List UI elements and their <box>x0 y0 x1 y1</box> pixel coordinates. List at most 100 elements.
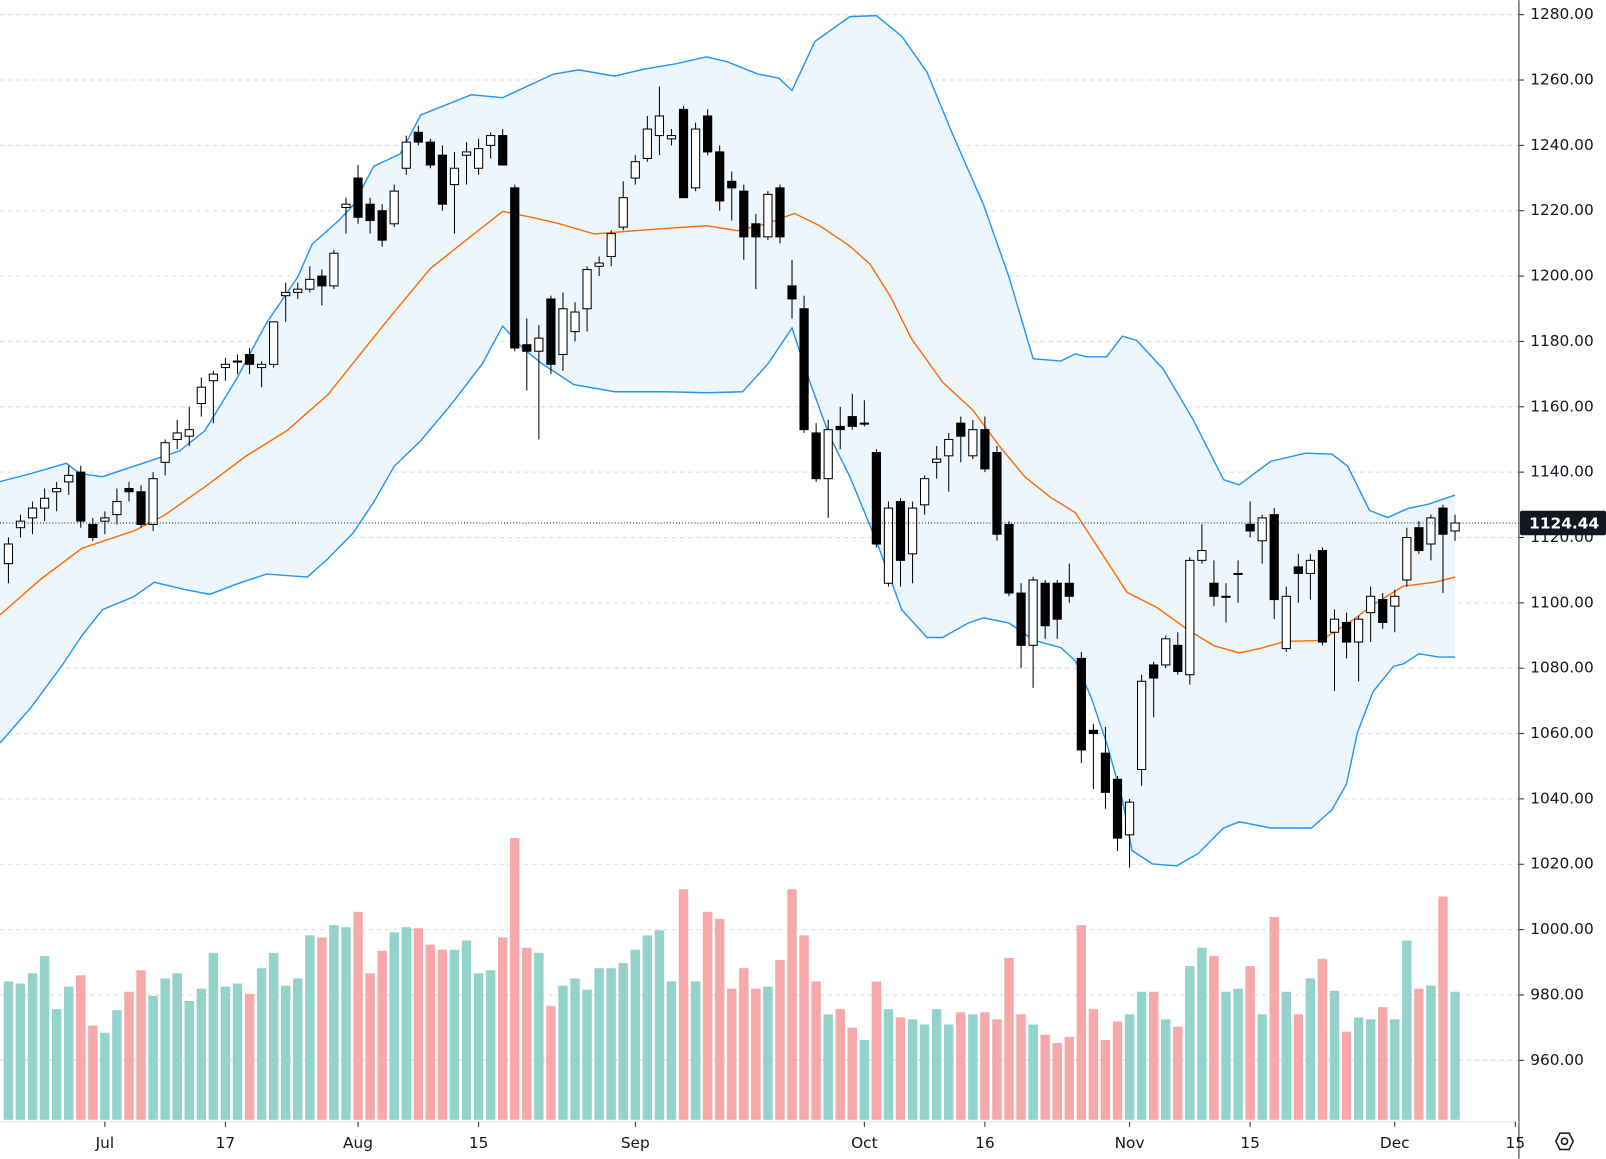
volume-bar <box>570 978 580 1120</box>
volume-bar <box>618 963 628 1120</box>
volume-bar <box>1329 990 1340 1120</box>
candle-body <box>1305 559 1315 574</box>
volume-bar <box>112 1010 122 1120</box>
candle-body <box>835 425 845 431</box>
candle-body <box>136 491 146 525</box>
volume-bar <box>1257 1014 1267 1120</box>
volume-bar <box>437 949 448 1120</box>
settings-icon[interactable] <box>1554 1132 1575 1151</box>
candle-body <box>558 308 568 356</box>
candle-body <box>787 285 797 300</box>
x-tick-label: Jul <box>95 1134 115 1152</box>
volume-bar <box>522 947 532 1120</box>
volume-bar <box>1293 1014 1304 1120</box>
candle-body <box>401 141 411 169</box>
volume-bar <box>1016 1014 1026 1120</box>
volume-bar <box>39 955 50 1120</box>
volume-bar <box>763 986 773 1120</box>
candle-body <box>377 210 387 241</box>
candle-body <box>172 432 182 440</box>
volume-bar <box>775 960 785 1120</box>
last-price-badge <box>1519 510 1606 536</box>
candle-body <box>3 543 14 565</box>
volume-bar <box>558 985 568 1120</box>
candle-body <box>196 386 206 405</box>
volume-bar <box>1100 1039 1111 1120</box>
candle-body <box>389 190 399 225</box>
candle-body <box>1112 778 1123 839</box>
x-tick-label: 15 <box>1506 1134 1526 1152</box>
volume-bar <box>232 983 243 1120</box>
candle-body <box>486 135 496 146</box>
volume-bar <box>980 1012 990 1120</box>
candle-body <box>666 135 677 140</box>
volume-bar <box>280 985 291 1120</box>
volume-bar <box>196 988 207 1120</box>
volume-bar <box>1076 925 1087 1120</box>
candle-body <box>341 203 351 208</box>
candle-body <box>751 223 761 238</box>
candle-body <box>1414 527 1424 552</box>
volume-bar <box>1173 1026 1183 1120</box>
candle-body <box>305 278 315 290</box>
volume-bar <box>220 986 231 1120</box>
volume-bar <box>1004 957 1014 1120</box>
candle-body <box>606 233 616 257</box>
candle-body <box>642 128 652 159</box>
volume-bar <box>871 981 882 1120</box>
volume-bar <box>968 1014 978 1120</box>
candle-body <box>1076 657 1086 751</box>
volume-bar <box>293 978 303 1120</box>
volume-bar <box>702 911 713 1120</box>
candle-body <box>148 478 158 525</box>
candle-body <box>727 180 737 189</box>
candle-body <box>413 131 423 143</box>
candle-body <box>27 507 38 519</box>
candle-body <box>1028 579 1038 646</box>
settings-icon-shape <box>1554 1132 1575 1151</box>
volume-bar <box>473 973 484 1120</box>
candle-body <box>1450 522 1460 532</box>
volume-bar <box>1438 896 1448 1120</box>
y-tick-label: 1000.00 <box>1530 920 1594 938</box>
volume-bar <box>1305 978 1316 1120</box>
candle-body <box>1269 514 1279 601</box>
candle-body <box>1064 582 1074 597</box>
candle-body <box>232 360 243 363</box>
volume-bar <box>1040 1034 1050 1120</box>
candle-body <box>1366 595 1376 614</box>
candle-body <box>1100 752 1111 793</box>
volume-bar <box>727 988 737 1120</box>
candle-body <box>1233 572 1243 575</box>
volume-bar <box>88 1025 98 1120</box>
candle-body <box>811 432 821 480</box>
candle-body <box>160 442 170 463</box>
last-price-label: 1124.44 <box>1529 515 1599 533</box>
candle-body <box>329 252 339 287</box>
volume-bar <box>497 937 508 1120</box>
volume-bar <box>751 988 761 1120</box>
volume-bar <box>100 1032 110 1120</box>
candle-body <box>1149 664 1159 679</box>
volume-bar <box>1402 940 1412 1120</box>
x-tick-label: 16 <box>975 1134 995 1152</box>
band-lower-line <box>0 324 1456 867</box>
volume-bar <box>642 935 653 1120</box>
y-tick-label: 1100.00 <box>1530 593 1594 611</box>
volume-bar <box>739 968 749 1120</box>
volume-bar <box>365 973 375 1120</box>
volume-bar <box>1028 1024 1038 1120</box>
candle-body <box>763 193 773 238</box>
candle-body <box>1173 644 1183 672</box>
candle-body <box>1185 559 1195 676</box>
volume-bar <box>992 1019 1002 1120</box>
candle-body <box>244 353 255 365</box>
candle-body <box>1197 550 1207 561</box>
volume-bar <box>666 981 677 1120</box>
y-tick-label: 1240.00 <box>1530 136 1594 154</box>
x-tick-label: 15 <box>469 1134 489 1152</box>
volume-bar <box>341 927 351 1120</box>
candle-body <box>1426 517 1436 545</box>
candle-body <box>100 517 110 522</box>
